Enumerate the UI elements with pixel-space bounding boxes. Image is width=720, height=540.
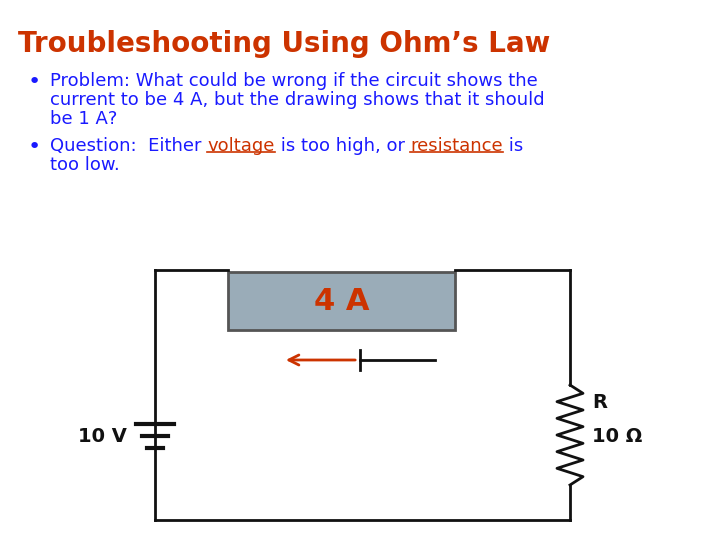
Text: resistance: resistance xyxy=(410,137,503,155)
Text: be 1 A?: be 1 A? xyxy=(50,110,117,128)
Bar xyxy=(228,272,455,330)
Text: voltage: voltage xyxy=(207,137,274,155)
Text: •: • xyxy=(28,137,41,157)
Text: Troubleshooting Using Ohm’s Law: Troubleshooting Using Ohm’s Law xyxy=(18,30,550,58)
Text: R: R xyxy=(592,394,607,413)
Text: Problem: What could be wrong if the circuit shows the: Problem: What could be wrong if the circ… xyxy=(50,72,538,90)
Text: Question:  Either: Question: Either xyxy=(50,137,207,155)
Text: 10 V: 10 V xyxy=(78,427,127,446)
Text: is: is xyxy=(503,137,523,155)
Text: is too high, or: is too high, or xyxy=(274,137,410,155)
Text: current to be 4 A, but the drawing shows that it should: current to be 4 A, but the drawing shows… xyxy=(50,91,544,109)
Text: 10 Ω: 10 Ω xyxy=(592,428,642,447)
Text: too low.: too low. xyxy=(50,156,120,174)
Text: 4 A: 4 A xyxy=(314,287,369,315)
Text: •: • xyxy=(28,72,41,92)
